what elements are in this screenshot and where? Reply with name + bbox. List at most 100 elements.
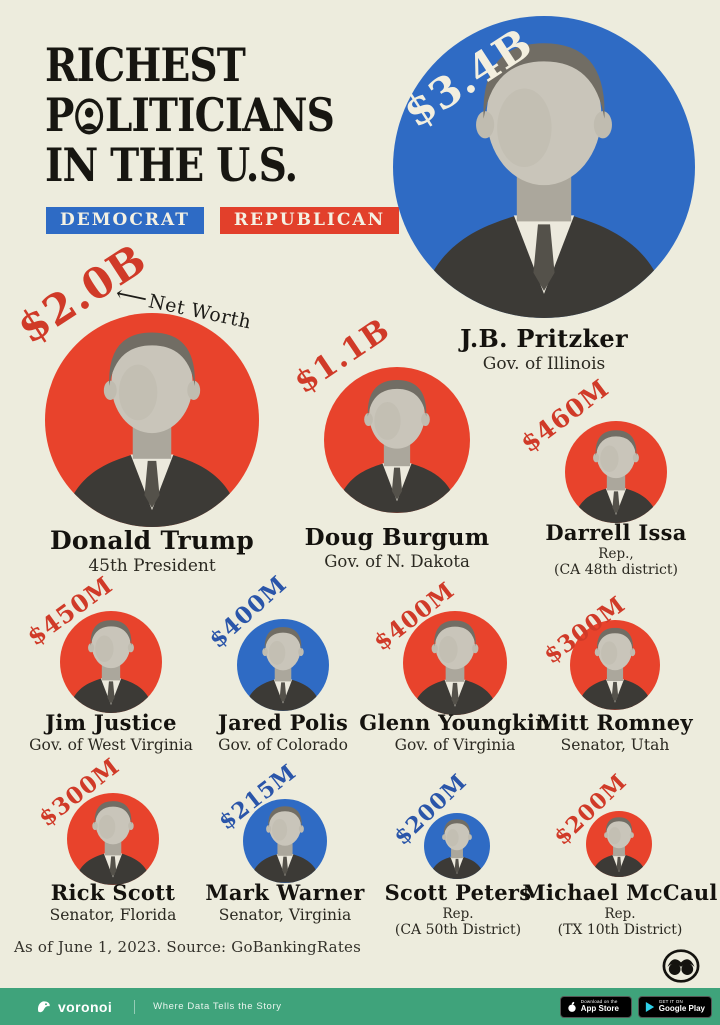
app-store-label: App Store: [580, 1003, 619, 1013]
politician-district: (CA 50th District): [394, 922, 522, 938]
net-worth-value: $400M: [368, 576, 460, 657]
politician-title: 45th President: [88, 556, 216, 576]
politician-name: Jared Polis: [217, 710, 349, 735]
portrait: [237, 619, 329, 711]
voronoi-bird-logo-icon: [662, 949, 700, 983]
portrait-circle: [67, 793, 159, 885]
name-block: Darrell Issa Rep., (CA 48th district): [516, 520, 716, 578]
net-worth-value: $450M: [21, 569, 119, 652]
name-block: Rick Scott Senator, Florida: [13, 880, 213, 924]
politician-district: (CA 48th district): [554, 562, 678, 578]
title-line-3: IN THE U.S.: [45, 138, 298, 193]
voronoi-brand: voronoi: [36, 999, 112, 1015]
name-block: Doug Burgum Gov. of N. Dakota: [247, 524, 547, 571]
portrait-circle: [586, 811, 652, 877]
portrait: [570, 620, 660, 710]
politician-name: Darrell Issa: [545, 520, 687, 545]
apple-icon: [568, 1001, 576, 1012]
net-worth-value: $300M: [33, 752, 125, 833]
portrait-circle: [45, 313, 259, 527]
portrait: [393, 16, 695, 318]
name-block: Scott Peters Rep. (CA 50th District): [358, 880, 558, 938]
net-worth-value: $200M: [548, 768, 633, 851]
portrait: [424, 813, 490, 879]
name-block: Michael McCaul Rep. (TX 10th District): [520, 880, 720, 938]
left-arrow-icon: ⟵: [113, 281, 150, 313]
politician-name: Scott Peters: [384, 880, 532, 905]
party-legend: DEMOCRAT REPUBLICAN: [46, 207, 400, 234]
portrait: [403, 611, 507, 715]
voronoi-leaf-icon: [38, 1000, 50, 1012]
play-icon: [645, 1001, 654, 1012]
politician-name: Mitt Romney: [537, 710, 693, 735]
footer-bar: voronoi Where Data Tells the Story Downl…: [0, 988, 720, 1025]
net-worth-value: $460M: [515, 373, 615, 459]
politician-name: Michael McCaul: [522, 880, 718, 905]
portrait-circle: [393, 16, 695, 318]
politician-title: Rep.: [604, 906, 636, 922]
politician-name: Glenn Youngkin: [359, 710, 551, 735]
page-title: RICHEST P LITICIANS IN THE U.S.: [45, 38, 335, 193]
person-in-o-icon: [74, 98, 104, 135]
name-block: Jim Justice Gov. of West Virginia: [10, 710, 212, 754]
politician-title: Gov. of West Virginia: [29, 736, 193, 754]
portrait: [565, 421, 667, 523]
net-worth-value: $215M: [213, 758, 302, 836]
name-block: J.B. Pritzker Gov. of Illinois: [394, 324, 694, 374]
name-block: Mark Warner Senator, Virginia: [185, 880, 385, 924]
politician-name: Doug Burgum: [304, 524, 490, 551]
google-play-pre: GET IT ON: [658, 998, 683, 1004]
source-note: As of June 1, 2023. Source: GoBankingRat…: [14, 938, 362, 956]
politician-title: Gov. of N. Dakota: [324, 552, 470, 571]
legend-republican-badge: REPUBLICAN: [219, 207, 400, 234]
app-store-pre: Download on the: [580, 998, 618, 1004]
divider: [134, 999, 136, 1014]
app-store-badge: Download on the App Store: [559, 995, 632, 1018]
google-play-badge: GET IT ON Google Play: [637, 995, 712, 1018]
politician-title: Rep.: [442, 906, 474, 922]
portrait-circle: [570, 620, 660, 710]
portrait: [324, 367, 470, 513]
portrait: [243, 799, 327, 883]
net-worth-value: $300M: [538, 590, 631, 670]
name-block: Glenn Youngkin Gov. of Virginia: [355, 710, 555, 754]
net-worth-value: $200M: [388, 768, 473, 851]
title-line-2: P LITICIANS: [45, 88, 335, 143]
politician-title: Senator, Virginia: [218, 906, 352, 924]
politician-title: Rep.,: [598, 546, 634, 562]
net-worth-value: $1.1B: [287, 311, 397, 401]
name-block: Jared Polis Gov. of Colorado: [183, 710, 383, 754]
politician-title: Gov. of Virginia: [394, 736, 516, 754]
store-badges: Download on the App Store GET IT ON Goog…: [559, 988, 712, 1025]
portrait: [586, 811, 652, 877]
net-worth-callout: ⟵Net Worth: [113, 281, 254, 334]
portrait-circle: [403, 611, 507, 715]
legend-democrat-badge: DEMOCRAT: [46, 207, 204, 234]
name-block: Mitt Romney Senator, Utah: [515, 710, 715, 754]
google-play-label: Google Play: [658, 1003, 705, 1013]
net-worth-value: $400M: [203, 570, 293, 654]
politician-district: (TX 10th District): [557, 922, 683, 938]
portrait-circle: [424, 813, 490, 879]
net-worth-value: $3.4B: [394, 18, 542, 138]
footer-tagline: Where Data Tells the Story: [153, 1001, 282, 1012]
portrait-circle: [237, 619, 329, 711]
politician-title: Senator, Florida: [49, 906, 177, 924]
politician-name: Mark Warner: [205, 880, 365, 905]
name-block: Donald Trump 45th President: [2, 526, 302, 576]
politician-title: Senator, Utah: [560, 736, 670, 754]
portrait: [67, 793, 159, 885]
politician-title: Gov. of Colorado: [218, 736, 348, 754]
politician-name: J.B. Pritzker: [460, 324, 628, 353]
politician-title: Gov. of Illinois: [482, 354, 606, 374]
portrait-circle: [60, 611, 162, 713]
portrait: [60, 611, 162, 713]
portrait-circle: [243, 799, 327, 883]
title-line-1: RICHEST: [45, 38, 246, 92]
portrait: [45, 313, 259, 527]
politician-name: Donald Trump: [49, 526, 255, 555]
portrait-circle: [565, 421, 667, 523]
politician-name: Rick Scott: [50, 880, 176, 905]
politician-name: Jim Justice: [45, 710, 177, 735]
